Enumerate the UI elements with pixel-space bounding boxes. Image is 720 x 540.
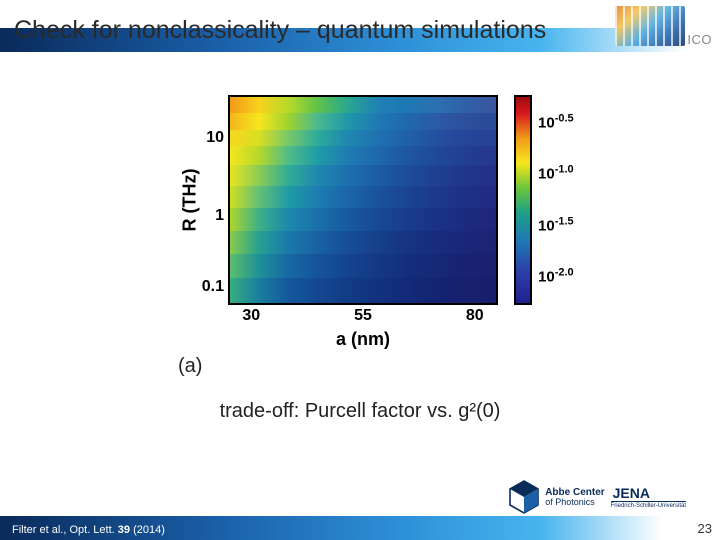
logo-subtitle: Friedrich-Schiller-Universität xyxy=(611,501,686,509)
slide-header: Check for nonclassicality – quantum simu… xyxy=(0,0,720,54)
citation: Filter et al., Opt. Lett. 39 (2014) xyxy=(12,524,165,536)
header-badge: ICO xyxy=(687,32,712,47)
y-tick: 0.1 xyxy=(202,278,230,296)
logo-text-block: Abbe Center of Photonics xyxy=(545,487,604,508)
figure-caption: trade-off: Purcell factor vs. g²(0) xyxy=(0,400,720,423)
logo-line2: of Photonics xyxy=(545,498,604,508)
x-tick: 55 xyxy=(354,303,372,325)
logo-hex-icon xyxy=(509,480,539,514)
y-tick: 1 xyxy=(215,207,230,225)
panel-label: (a) xyxy=(178,355,202,378)
logo-line1: Abbe Center xyxy=(545,487,604,498)
heatmap-row xyxy=(230,97,496,113)
y-axis-label: R (THz) xyxy=(180,169,201,232)
heatmap-row xyxy=(230,165,496,186)
citation-suffix: (2014) xyxy=(130,524,165,536)
slide-footer: Filter et al., Opt. Lett. 39 (2014) Abbe… xyxy=(0,502,720,540)
heatmap-row xyxy=(230,254,496,279)
affiliation-logo: Abbe Center of Photonics JENA Friedrich-… xyxy=(509,480,686,514)
colorbar-tick: 10-2.0 xyxy=(538,267,574,286)
colorbar-tick: 10-0.5 xyxy=(538,112,574,131)
heatmap-row xyxy=(230,113,496,129)
heatmap-row xyxy=(230,146,496,165)
heatmap-row xyxy=(230,231,496,254)
x-tick: 80 xyxy=(466,303,484,325)
logo-jena: JENA xyxy=(613,485,686,501)
citation-prefix: Filter et al., Opt. Lett. xyxy=(12,524,118,536)
logo-right-block: JENA Friedrich-Schiller-Universität xyxy=(611,485,686,509)
heatmap-row xyxy=(230,208,496,231)
heatmap-row xyxy=(230,278,496,303)
x-axis-label: a (nm) xyxy=(336,329,390,350)
y-tick: 10 xyxy=(206,129,230,147)
heatmap-row xyxy=(230,130,496,146)
figure-panel: R (THz) a (nm) 0.1110305580 10-0.510-1.0… xyxy=(178,95,538,305)
header-decoration xyxy=(615,6,685,46)
slide-title: Check for nonclassicality – quantum simu… xyxy=(0,10,546,45)
colorbar-tick: 10-1.0 xyxy=(538,164,574,183)
x-tick: 30 xyxy=(242,303,260,325)
page-number: 23 xyxy=(698,521,712,536)
heatmap-row xyxy=(230,186,496,209)
colorbar-tick: 10-1.5 xyxy=(538,215,574,234)
colorbar: 10-0.510-1.010-1.510-2.0 xyxy=(514,95,532,305)
citation-volume: 39 xyxy=(118,524,130,536)
heatmap-plot: R (THz) a (nm) 0.1110305580 xyxy=(228,95,498,305)
